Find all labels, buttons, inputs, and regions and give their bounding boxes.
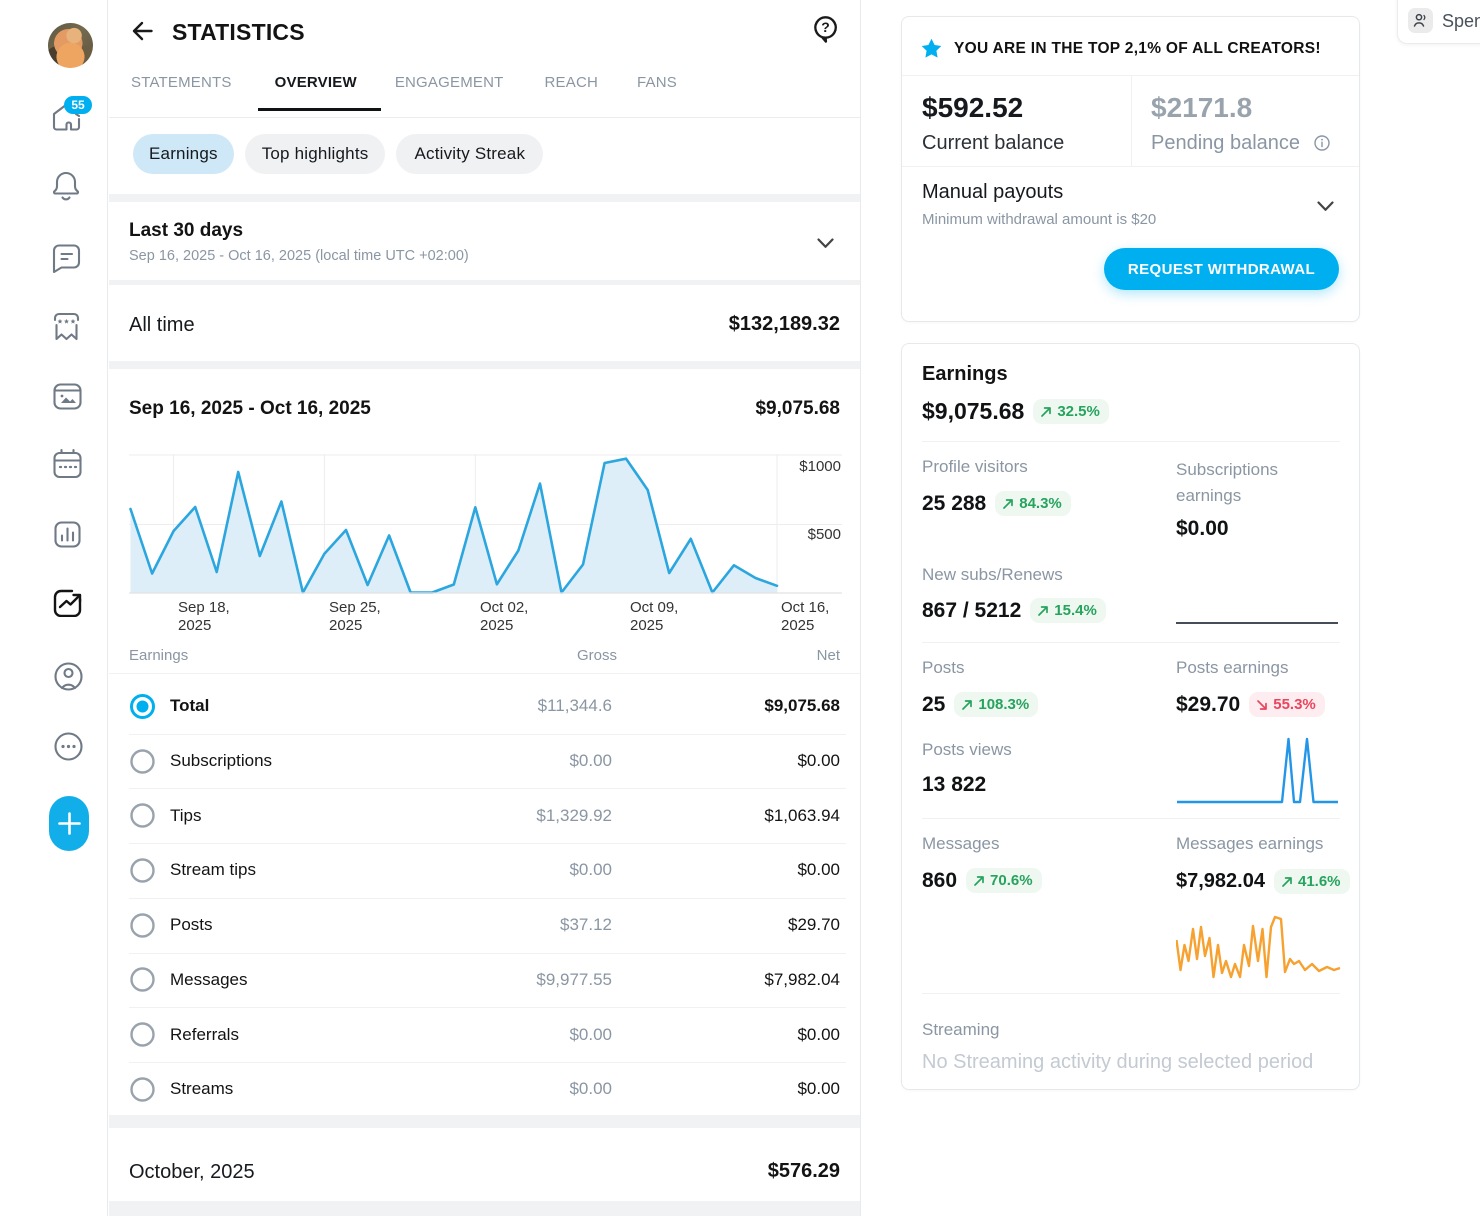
svg-text:?: ?: [821, 19, 830, 35]
